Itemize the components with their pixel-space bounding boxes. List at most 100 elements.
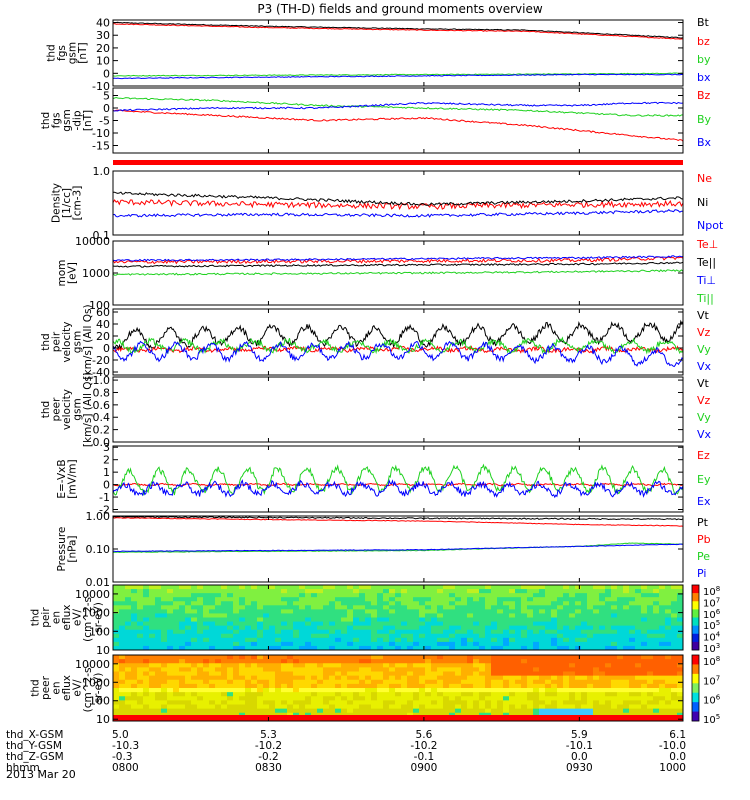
legend-entry: Vz: [697, 326, 711, 339]
y-axis-label: thd: [30, 609, 42, 626]
y-tick-label: -10: [92, 127, 110, 140]
legend-entry: By: [697, 113, 712, 126]
legend-entry: Ti⊥: [696, 274, 716, 287]
series-line-bx: [112, 101, 684, 112]
x-tick-label: -0.1: [414, 751, 435, 763]
y-tick-label: -10: [92, 80, 110, 93]
series-line-ti-: [112, 269, 684, 276]
quality-flag-bar: [113, 160, 683, 165]
panel-frame: [112, 654, 684, 722]
x-tick-label: 0930: [566, 762, 593, 774]
spectrogram-p10: [113, 655, 684, 722]
y-axis-label: eV/: [72, 679, 84, 697]
series-line-pb: [112, 517, 684, 527]
x-tick-label: 5.6: [416, 729, 433, 741]
y-axis-label: mom: [56, 260, 68, 287]
colorbar-label: 107: [703, 674, 720, 687]
y-tick-label: 0.1: [93, 229, 111, 242]
panel-p3: 1.0 0.1 Density[1/cc][cm-3] Ne Ni Npot: [51, 165, 724, 242]
y-axis-label: [mV/m]: [66, 459, 78, 498]
y-axis-label: [cm-3]: [72, 186, 84, 221]
y-axis-label: gsm: [66, 42, 78, 64]
x-tick-label: 0830: [255, 762, 282, 774]
legend-entry: bx: [697, 71, 711, 84]
series-line-bz: [112, 23, 684, 40]
y-axis-label: Pressure: [56, 527, 68, 572]
legend-entry: Bz: [697, 89, 711, 102]
y-axis-label: thd: [40, 112, 52, 129]
y-axis-label: peir: [40, 607, 52, 628]
y-tick-label: -40: [92, 366, 110, 379]
x-tick-label: 1000: [659, 762, 686, 774]
y-tick-label: 0.2: [93, 424, 111, 437]
x-tick-label: -10.0: [659, 740, 686, 752]
legend-entry: Ni: [697, 196, 708, 209]
legend-entry: Vt: [697, 309, 710, 322]
series-line-bx: [112, 73, 684, 80]
x-tick-label: 0800: [112, 762, 139, 774]
x-row-label: hhmm: [6, 762, 40, 774]
y-axis-label: [1/cc]: [61, 188, 73, 218]
x-axis-annotations: thd_X-GSM 5.0 5.3 5.6 5.9 6.1 thd_Y-GSM -10.3 -1…: [6, 729, 686, 774]
y-tick-label: 10000: [75, 588, 110, 601]
y-tick-label: 1000: [82, 267, 110, 280]
y-tick-label: 10000: [75, 235, 110, 248]
series-line-vx: [112, 340, 684, 368]
x-tick-label: 0.0: [571, 751, 588, 763]
x-tick-label: -0.3: [112, 751, 133, 763]
y-tick-label: -5: [99, 115, 110, 128]
spectrogram-p9: [113, 585, 684, 651]
legend-entry: Vy: [697, 343, 711, 356]
legend-entry: Ne: [697, 172, 712, 185]
y-tick-label: 10: [96, 644, 110, 657]
figure-title: P3 (TH-D) fields and ground moments over…: [257, 2, 542, 16]
y-tick-label: 0: [103, 342, 110, 355]
panel-frame: [112, 87, 684, 154]
y-axis-label: thd: [30, 679, 42, 696]
y-axis-label: thd: [40, 401, 52, 418]
y-tick-label: 40: [96, 17, 110, 30]
y-tick-label: 0: [103, 102, 110, 115]
y-axis-label: fgs: [56, 45, 68, 61]
legend-entry: Bx: [697, 136, 712, 149]
colorbar-label: 106: [703, 608, 721, 621]
y-axis-label: (cm^2-s-: [82, 663, 94, 712]
y-tick-label: -2: [99, 504, 110, 517]
y-axis-label: [nT]: [77, 42, 89, 63]
series-line-ey: [112, 463, 684, 497]
y-axis-label: en: [51, 681, 63, 694]
y-axis-label: [km/s] (All Qs): [82, 372, 94, 447]
y-axis-label: [eV]: [66, 262, 78, 284]
series-line-vz: [112, 345, 684, 354]
y-tick-label: 0.4: [93, 411, 111, 424]
y-axis-label: E=-VxB: [56, 459, 68, 498]
legend-entry: Vx: [697, 428, 712, 441]
y-tick-label: 1.0: [93, 165, 111, 178]
colorbar-label: 104: [703, 631, 721, 644]
series-line-ni: [112, 191, 684, 206]
legend-entry: Vy: [697, 411, 711, 424]
y-axis-label: en: [51, 611, 63, 624]
series-line-ti-: [112, 255, 684, 262]
y-axis-label: [nPa]: [66, 535, 78, 562]
y-tick-label: 0: [103, 479, 110, 492]
y-tick-label: 20: [96, 42, 110, 55]
legend-entry: Te⊥: [696, 238, 718, 251]
colorbar-label: 103: [703, 642, 720, 655]
y-tick-label: 30: [96, 29, 110, 42]
legend-entry: Bt: [697, 16, 710, 29]
y-axis-label: gsm: [61, 109, 73, 131]
x-tick-label: 5.3: [260, 729, 277, 741]
y-tick-label: 1: [103, 466, 110, 479]
y-axis-label: peer: [40, 675, 52, 700]
y-axis-label: eflux: [61, 605, 73, 631]
series-line-ez: [112, 482, 684, 487]
x-tick-label: -10.2: [410, 740, 437, 752]
y-axis-label: peer: [51, 397, 63, 422]
series-line-pi: [112, 543, 684, 553]
